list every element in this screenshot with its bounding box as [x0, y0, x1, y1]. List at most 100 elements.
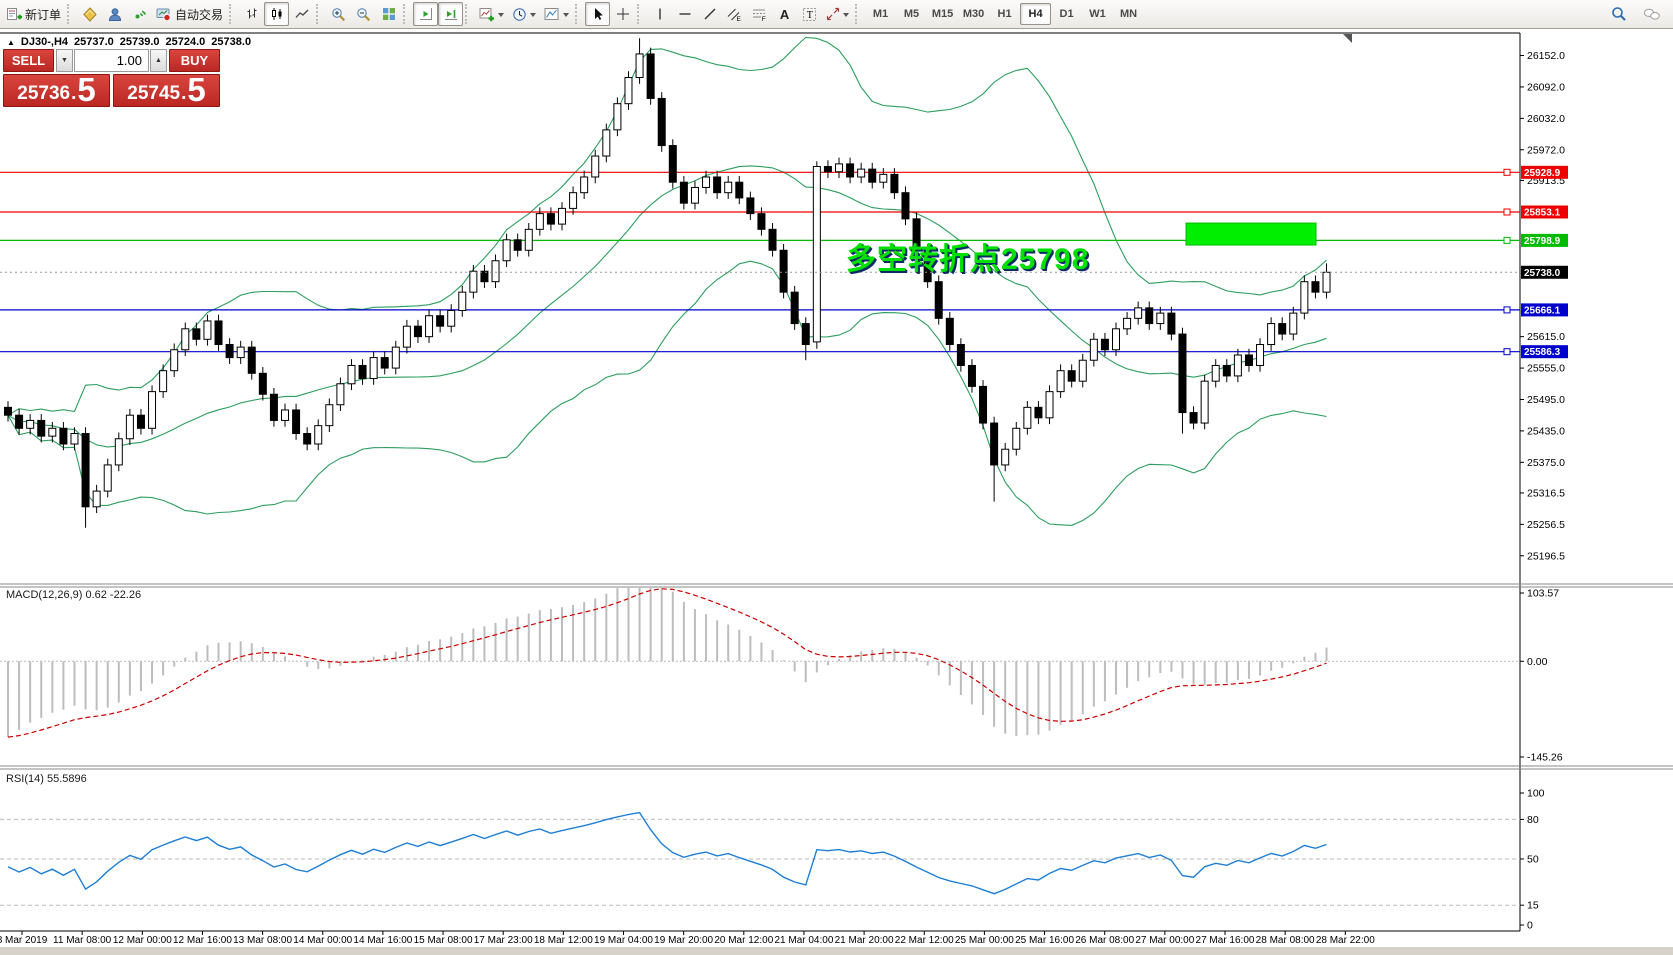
- svg-text:50: 50: [1527, 854, 1539, 866]
- one-click-trading-panel: SELL ▼ ▲ BUY 25736.5 25745.5: [3, 49, 220, 107]
- svg-text:18 Mar 12:00: 18 Mar 12:00: [534, 935, 593, 946]
- timeframe-w1[interactable]: W1: [1089, 8, 1106, 20]
- ohlc-low: 25724.0: [165, 36, 206, 48]
- svg-text:26092.0: 26092.0: [1527, 81, 1565, 93]
- bar-chart-icon: [245, 7, 259, 21]
- search-button[interactable]: [1606, 2, 1631, 26]
- svg-text:21 Mar 20:00: 21 Mar 20:00: [835, 935, 894, 946]
- text-label-button[interactable]: T: [797, 2, 822, 26]
- buy-price-big: 5: [187, 71, 206, 108]
- sell-price-main: 25736: [17, 83, 71, 104]
- tile-windows-icon: [382, 7, 396, 21]
- volume-input[interactable]: [74, 49, 149, 72]
- buy-price-button[interactable]: 25745. 5: [113, 71, 220, 108]
- buy-label-button[interactable]: BUY: [169, 49, 220, 72]
- time-axis[interactable]: 8 Mar 2019 11 Mar 08:00 12 Mar 00:00 12 Mar…: [0, 931, 1375, 946]
- symbol-name: DJ30-,H4: [20, 36, 68, 48]
- svg-text:13 Mar 08:00: 13 Mar 08:00: [233, 935, 292, 946]
- sell-label-button[interactable]: SELL: [3, 49, 54, 72]
- indicators-caret: [498, 12, 505, 20]
- arrows-button[interactable]: [822, 2, 853, 26]
- ohlc-close: 25738.0: [211, 36, 252, 48]
- supply-zone-rectangle: [1185, 222, 1317, 246]
- volume-down-button[interactable]: ▼: [56, 49, 73, 72]
- auto-scroll-button[interactable]: [413, 2, 439, 26]
- horizontal-line-button[interactable]: [672, 2, 697, 26]
- signals-icon: [132, 7, 148, 22]
- community-button[interactable]: [102, 2, 127, 26]
- trendline-button[interactable]: [697, 2, 722, 26]
- zoom-out-icon: [356, 7, 371, 22]
- svg-text:0.00: 0.00: [1527, 656, 1548, 668]
- signals-button[interactable]: [127, 2, 152, 26]
- autotrade-button[interactable]: 自动交易: [152, 2, 227, 26]
- timeframe-m5[interactable]: M5: [903, 8, 920, 20]
- tile-windows-button[interactable]: [376, 2, 401, 26]
- timeframe-mn[interactable]: MN: [1119, 8, 1138, 20]
- sell-price-button[interactable]: 25736. 5: [3, 71, 110, 108]
- line-chart-icon: [295, 7, 309, 21]
- timeframe-h1[interactable]: H1: [997, 8, 1012, 20]
- svg-text:12 Mar 00:00: 12 Mar 00:00: [113, 935, 172, 946]
- crosshair-button[interactable]: [610, 2, 635, 26]
- svg-text:25375.0: 25375.0: [1527, 457, 1565, 469]
- chart-shift-marker: [1343, 34, 1352, 43]
- svg-text:25615.0: 25615.0: [1527, 331, 1565, 343]
- templates-caret: [563, 12, 570, 20]
- svg-text:25316.5: 25316.5: [1527, 487, 1565, 499]
- svg-text:80: 80: [1527, 814, 1539, 826]
- community-user-icon: [107, 7, 123, 22]
- svg-text:15 Mar 08:00: 15 Mar 08:00: [414, 935, 473, 946]
- panel-collapse-icon[interactable]: ▲: [7, 37, 15, 47]
- zoom-out-button[interactable]: [351, 2, 376, 26]
- text-button[interactable]: A: [772, 2, 797, 26]
- chart-shift-button[interactable]: [438, 2, 464, 26]
- svg-text:28 Mar 08:00: 28 Mar 08:00: [1256, 935, 1315, 946]
- volume-up-button[interactable]: ▲: [150, 49, 167, 72]
- macd-pane-label: MACD(12,26,9) 0.62 -22.26: [6, 589, 142, 601]
- zoom-in-button[interactable]: [326, 2, 351, 26]
- timeframe-m15[interactable]: M15: [931, 8, 954, 20]
- rsi-line: [7, 811, 1327, 895]
- candlestick-button[interactable]: [264, 2, 290, 26]
- timeframe-h4[interactable]: H4: [1020, 3, 1052, 25]
- svg-text:25586.3: 25586.3: [1524, 347, 1561, 358]
- timeframe-d1[interactable]: D1: [1059, 8, 1074, 20]
- fibonacci-icon: F: [752, 7, 767, 22]
- candles-layer: [4, 38, 1331, 528]
- new-order-icon: [7, 7, 22, 21]
- indicators-button[interactable]: [475, 2, 508, 26]
- cursor-button[interactable]: [585, 2, 611, 26]
- equidistant-channel-button[interactable]: E: [722, 2, 747, 26]
- new-order-label: 新订单: [25, 7, 62, 22]
- svg-text:15: 15: [1527, 900, 1539, 912]
- svg-text:27 Mar 16:00: 27 Mar 16:00: [1196, 935, 1255, 946]
- new-order-button[interactable]: 新订单: [3, 2, 65, 26]
- arrows-icon: [826, 7, 840, 21]
- chat-button[interactable]: [1639, 2, 1665, 26]
- autotrade-icon: [156, 7, 172, 22]
- chat-icon: [1643, 7, 1661, 22]
- indicators-icon: [479, 7, 495, 22]
- market-gem-icon: [82, 6, 98, 22]
- timeframe-m30[interactable]: M30: [962, 8, 985, 20]
- vertical-line-button[interactable]: [647, 2, 672, 26]
- svg-text:12 Mar 16:00: 12 Mar 16:00: [173, 935, 232, 946]
- price-axis[interactable]: 26152.026092.026032.025972.025913.525615…: [1520, 50, 1568, 562]
- timeframe-m1[interactable]: M1: [872, 8, 889, 20]
- bollinger-bands: [7, 36, 1327, 526]
- periods-button[interactable]: [508, 2, 540, 26]
- svg-text:E: E: [737, 16, 742, 22]
- svg-text:22 Mar 12:00: 22 Mar 12:00: [895, 935, 954, 946]
- templates-button[interactable]: [540, 2, 573, 26]
- market-button[interactable]: [77, 2, 102, 26]
- svg-text:26152.0: 26152.0: [1527, 50, 1565, 62]
- fibonacci-button[interactable]: F: [747, 2, 772, 26]
- svg-text:17 Mar 23:00: 17 Mar 23:00: [474, 935, 533, 946]
- chart-annotation-text: 多空转折点25798: [846, 243, 1090, 276]
- sell-price-big: 5: [77, 71, 96, 108]
- svg-text:14 Mar 00:00: 14 Mar 00:00: [293, 935, 352, 946]
- line-chart-button[interactable]: [289, 2, 314, 26]
- bar-chart-button[interactable]: [239, 2, 264, 26]
